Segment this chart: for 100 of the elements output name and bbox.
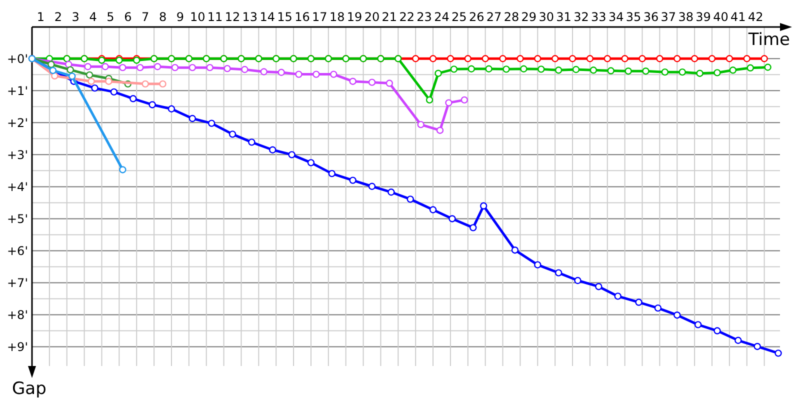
point: [436, 126, 444, 134]
point: [105, 78, 112, 85]
point: [674, 311, 681, 319]
point: [208, 120, 216, 127]
x-tick-label: 19: [346, 10, 362, 24]
point: [572, 66, 580, 74]
point: [638, 55, 646, 62]
x-tick-label: 5: [106, 10, 114, 24]
point: [678, 68, 686, 76]
point: [295, 70, 302, 78]
point: [154, 63, 162, 70]
point: [661, 68, 669, 76]
x-tick-label: 4: [89, 10, 97, 24]
point: [330, 70, 338, 78]
x-tick-label: 6: [124, 10, 132, 24]
point: [460, 96, 468, 104]
point: [66, 66, 74, 74]
x-tick-label: 30: [538, 10, 554, 24]
point: [656, 55, 664, 62]
point: [307, 159, 315, 166]
point: [65, 60, 72, 68]
point: [86, 71, 94, 79]
x-tick-label: 42: [748, 10, 764, 24]
point: [119, 64, 126, 72]
point: [554, 66, 562, 74]
point: [551, 55, 559, 62]
x-tick-label: 7: [142, 10, 150, 24]
point: [511, 246, 519, 254]
x-tick-label: 39: [696, 10, 711, 24]
x-tick-label: 3: [72, 10, 80, 24]
point: [406, 196, 414, 203]
point: [349, 176, 356, 184]
point: [714, 69, 721, 76]
x-tick-label: 33: [591, 10, 606, 24]
point: [635, 298, 642, 306]
point: [554, 269, 562, 276]
point: [448, 215, 456, 222]
point: [696, 70, 704, 77]
point: [604, 55, 611, 62]
y-tick-label: +8': [7, 308, 28, 322]
point: [278, 68, 285, 76]
x-tick-label: 24: [434, 10, 450, 24]
point: [746, 64, 754, 72]
point: [502, 66, 510, 73]
point: [48, 60, 55, 68]
point: [349, 78, 356, 85]
x-tick-label: 28: [504, 10, 520, 24]
x-axis-title: Time: [747, 30, 790, 50]
x-tick-label: 17: [312, 10, 328, 24]
point: [568, 55, 576, 62]
point: [445, 99, 452, 106]
point: [690, 55, 698, 62]
point: [590, 66, 598, 74]
point: [269, 146, 276, 154]
x-tick-label: 25: [452, 10, 467, 24]
point: [450, 66, 458, 73]
point: [228, 130, 236, 138]
y-axis-title: Gap: [12, 379, 46, 399]
point: [412, 55, 420, 62]
x-tick-label: 23: [416, 10, 432, 24]
x-tick-label: 41: [730, 10, 746, 24]
point: [499, 55, 506, 62]
point: [726, 55, 734, 62]
x-tick-label: 31: [556, 10, 572, 24]
point: [248, 138, 256, 146]
point: [743, 55, 750, 62]
x-tick-label: 29: [521, 10, 537, 24]
y-tick-label: +2': [7, 116, 28, 130]
point: [482, 55, 489, 62]
point: [674, 55, 681, 62]
point: [368, 182, 376, 190]
x-tick-label: 13: [242, 10, 258, 24]
point: [49, 66, 57, 74]
y-tick-label: +3': [7, 148, 28, 162]
point: [260, 68, 268, 76]
point: [434, 70, 442, 77]
x-tick-label: 35: [626, 10, 642, 24]
x-tick-label: 12: [224, 10, 240, 24]
point: [464, 55, 472, 62]
point: [729, 66, 737, 74]
point: [159, 80, 166, 88]
point: [642, 68, 650, 75]
point: [574, 276, 582, 284]
point: [388, 188, 395, 196]
point: [148, 101, 156, 108]
point: [614, 292, 622, 300]
point: [708, 55, 716, 62]
point: [774, 350, 782, 357]
point: [328, 170, 336, 178]
point: [224, 64, 231, 72]
point: [206, 64, 214, 72]
point: [595, 282, 602, 290]
x-tick-label: 40: [713, 10, 728, 24]
x-tick-label: 9: [176, 10, 184, 24]
point: [607, 67, 614, 74]
point: [520, 65, 528, 72]
point: [386, 80, 394, 87]
point: [764, 64, 772, 71]
y-tick-label: +1': [7, 84, 28, 98]
point: [171, 64, 179, 72]
